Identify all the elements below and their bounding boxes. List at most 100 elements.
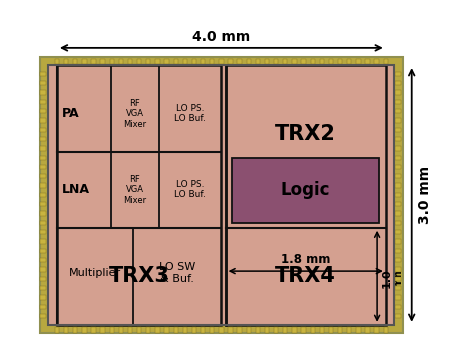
Bar bbox=[394, 174, 400, 179]
Bar bbox=[310, 59, 314, 64]
Bar bbox=[210, 327, 214, 332]
Bar bbox=[301, 327, 305, 332]
Bar bbox=[364, 59, 369, 64]
Bar bbox=[191, 327, 196, 332]
Bar bbox=[40, 267, 46, 272]
Bar bbox=[91, 327, 95, 332]
Bar bbox=[355, 327, 360, 332]
Bar bbox=[201, 59, 205, 64]
Bar bbox=[146, 327, 150, 332]
Bar bbox=[394, 314, 400, 318]
Bar bbox=[109, 59, 114, 64]
Bar bbox=[394, 109, 400, 113]
Text: 4.0 mm: 4.0 mm bbox=[192, 29, 250, 44]
Bar bbox=[346, 59, 351, 64]
Bar bbox=[55, 327, 59, 332]
Bar bbox=[337, 59, 341, 64]
Bar bbox=[394, 118, 400, 122]
Bar bbox=[228, 59, 232, 64]
Bar bbox=[301, 59, 305, 64]
Bar bbox=[40, 118, 46, 122]
Bar bbox=[246, 327, 250, 332]
Bar bbox=[319, 327, 323, 332]
Bar bbox=[394, 184, 400, 188]
Text: Logic: Logic bbox=[280, 181, 329, 199]
Bar bbox=[201, 327, 205, 332]
Bar bbox=[255, 327, 259, 332]
Bar bbox=[40, 230, 46, 234]
Bar bbox=[328, 327, 332, 332]
Bar bbox=[40, 100, 46, 104]
Bar bbox=[374, 59, 378, 64]
Bar bbox=[118, 59, 123, 64]
Bar bbox=[91, 59, 95, 64]
Bar bbox=[173, 327, 178, 332]
Bar bbox=[40, 155, 46, 160]
Bar bbox=[225, 65, 385, 325]
Bar bbox=[394, 239, 400, 244]
Text: RF
VGA
Mixer: RF VGA Mixer bbox=[123, 99, 146, 128]
Bar bbox=[82, 327, 86, 332]
Bar bbox=[128, 59, 132, 64]
Bar bbox=[57, 65, 221, 325]
Bar bbox=[364, 327, 369, 332]
Bar bbox=[40, 72, 46, 76]
Bar bbox=[210, 59, 214, 64]
Bar bbox=[394, 202, 400, 206]
Bar bbox=[394, 221, 400, 225]
Text: LO PS.
LO Buf.: LO PS. LO Buf. bbox=[174, 180, 206, 199]
Bar bbox=[319, 59, 323, 64]
Bar bbox=[55, 59, 59, 64]
Bar bbox=[274, 327, 278, 332]
Bar bbox=[394, 127, 400, 132]
Bar bbox=[246, 59, 250, 64]
Bar bbox=[40, 127, 46, 132]
Bar bbox=[394, 305, 400, 309]
Bar bbox=[48, 65, 393, 325]
Bar bbox=[394, 277, 400, 281]
Text: 3.0 mm: 3.0 mm bbox=[417, 166, 431, 224]
Bar bbox=[64, 59, 68, 64]
Bar bbox=[40, 239, 46, 244]
Text: LO SW
& Buf.: LO SW & Buf. bbox=[159, 262, 195, 284]
Bar bbox=[328, 59, 332, 64]
Bar bbox=[218, 59, 223, 64]
Text: TRX2: TRX2 bbox=[274, 124, 336, 144]
Bar bbox=[310, 327, 314, 332]
Bar bbox=[394, 155, 400, 160]
Bar bbox=[40, 146, 46, 151]
Bar bbox=[274, 59, 278, 64]
Bar bbox=[100, 59, 105, 64]
Bar bbox=[40, 184, 46, 188]
Bar bbox=[191, 59, 196, 64]
Bar bbox=[40, 305, 46, 309]
Bar bbox=[82, 59, 86, 64]
Bar bbox=[155, 327, 159, 332]
Bar bbox=[40, 258, 46, 262]
Text: TRX4: TRX4 bbox=[274, 266, 336, 286]
Bar bbox=[40, 249, 46, 253]
Bar bbox=[394, 165, 400, 169]
Bar bbox=[40, 109, 46, 113]
Bar bbox=[355, 59, 360, 64]
Bar bbox=[137, 327, 141, 332]
Bar bbox=[100, 327, 105, 332]
Bar bbox=[394, 211, 400, 216]
Bar bbox=[394, 295, 400, 300]
Text: TRX3: TRX3 bbox=[108, 266, 169, 286]
Bar bbox=[40, 137, 46, 141]
Text: 1.0
mm: 1.0 mm bbox=[381, 265, 402, 288]
Bar bbox=[40, 193, 46, 197]
Bar bbox=[40, 202, 46, 206]
Text: RF
VGA
Mixer: RF VGA Mixer bbox=[123, 175, 146, 205]
Bar bbox=[73, 327, 77, 332]
Text: Multiplier: Multiplier bbox=[69, 268, 121, 278]
Bar bbox=[394, 258, 400, 262]
Bar bbox=[291, 59, 296, 64]
Bar bbox=[237, 327, 241, 332]
Bar bbox=[48, 65, 393, 325]
Bar bbox=[40, 165, 46, 169]
Bar bbox=[264, 327, 269, 332]
Bar bbox=[164, 59, 168, 64]
Bar bbox=[394, 100, 400, 104]
